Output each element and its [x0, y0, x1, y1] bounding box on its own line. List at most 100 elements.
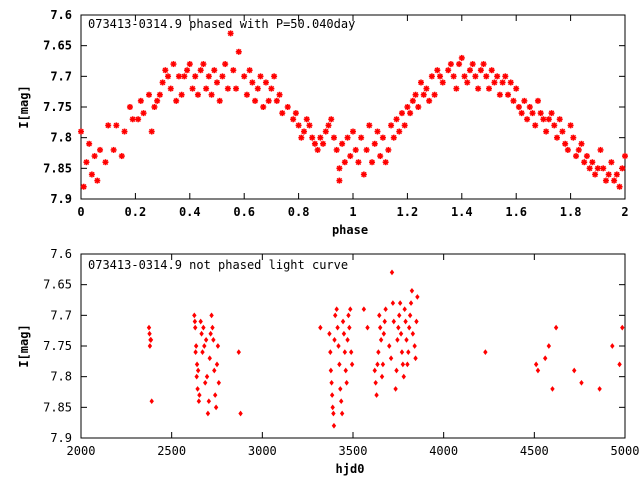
data-point [216, 379, 222, 386]
data-point [398, 110, 405, 117]
x-tick-label: 4000 [429, 444, 458, 458]
data-point [325, 122, 332, 129]
data-point [385, 146, 392, 153]
data-point [610, 343, 615, 349]
data-point [372, 367, 377, 374]
data-point [380, 361, 386, 368]
data-point [622, 153, 628, 160]
data-point [404, 104, 411, 110]
data-point [369, 159, 376, 166]
data-point [583, 153, 590, 160]
data-point [333, 146, 340, 153]
data-point [453, 85, 460, 92]
x-axis: 2000 2500 3000 3500 4000 4500 5000 [67, 254, 639, 458]
data-point [192, 73, 199, 80]
y-tick-label: 7.6 [50, 247, 72, 261]
data-point [447, 61, 454, 68]
data-point [554, 134, 560, 141]
data-point [390, 300, 396, 306]
data-point [257, 73, 264, 80]
data-point [410, 330, 416, 337]
data-point [535, 367, 541, 374]
data-point [616, 183, 623, 190]
data-point [400, 361, 406, 368]
data-point [379, 373, 385, 380]
data-point [203, 379, 208, 386]
data-point [396, 128, 403, 135]
data-point [227, 30, 234, 37]
data-point [331, 410, 336, 417]
data-point [243, 91, 250, 98]
data-point [246, 67, 253, 74]
y-axis: 7.6 7.65 7.7 7.75 7.8 7.85 7.9 [43, 247, 625, 445]
y-tick-label: 7.7 [50, 308, 72, 322]
data-point [579, 379, 584, 386]
data-point [543, 128, 550, 135]
data-point [184, 67, 191, 74]
data-point [394, 367, 399, 374]
data-point [532, 122, 539, 129]
data-point [378, 337, 384, 343]
data-point [97, 146, 104, 153]
data-point [205, 73, 212, 80]
data-point [350, 128, 356, 135]
data-point [175, 73, 182, 80]
data-point [154, 97, 161, 104]
data-point [147, 330, 152, 337]
data-point [401, 122, 408, 129]
data-point [360, 171, 367, 178]
data-point [303, 116, 310, 123]
data-point [431, 91, 438, 98]
data-point [209, 312, 214, 319]
plot-frame [80, 253, 626, 439]
data-point [381, 330, 387, 337]
data-point [295, 122, 302, 129]
x-tick-label: 1.8 [560, 205, 582, 219]
data-point [118, 153, 125, 160]
data-point [439, 79, 446, 86]
data-point [545, 116, 552, 123]
data-point [202, 343, 207, 349]
data-point [94, 177, 101, 184]
data-point [586, 165, 593, 172]
data-point [193, 343, 199, 349]
data-point [496, 91, 503, 98]
data-point [340, 318, 346, 325]
data-point [518, 110, 525, 117]
data-point [399, 349, 405, 355]
data-point [219, 73, 226, 80]
data-point [349, 361, 355, 368]
data-point [341, 159, 348, 166]
data-point [328, 116, 335, 123]
x-tick-label: 2500 [157, 444, 186, 458]
data-point [502, 73, 509, 80]
data-point [262, 79, 269, 86]
data-point [469, 61, 476, 68]
y-tick-label: 7.75 [43, 339, 72, 353]
data-point [483, 349, 488, 355]
data-point [216, 97, 223, 104]
data-point [162, 67, 169, 74]
data-point [194, 373, 199, 380]
x-tick-label: 0.8 [288, 205, 310, 219]
data-point [252, 97, 259, 104]
x-axis-title: phase [332, 223, 368, 237]
data-point [196, 398, 202, 405]
data-point [213, 404, 219, 411]
data-point [382, 159, 389, 166]
data-point [330, 404, 335, 411]
data-point [398, 330, 404, 337]
data-point [212, 392, 218, 398]
data-point [254, 85, 261, 92]
data-point [553, 324, 559, 331]
data-point [608, 159, 615, 166]
data-point [355, 159, 362, 166]
data-point [146, 324, 152, 331]
data-point [192, 312, 197, 319]
data-point [466, 67, 473, 74]
data-point [140, 110, 147, 117]
data-point [197, 392, 202, 398]
data-point [137, 97, 144, 104]
data-point [173, 97, 180, 104]
